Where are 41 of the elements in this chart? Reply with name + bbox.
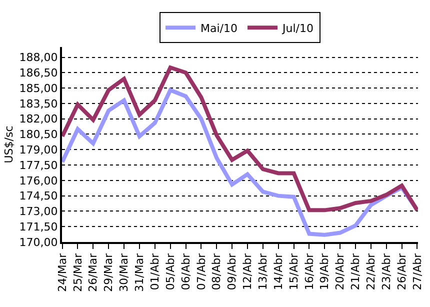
y-tick-label: 171,50 (19, 220, 58, 234)
y-tick-label: 180,50 (19, 128, 58, 142)
y-tick-label: 179,00 (19, 143, 58, 156)
y-tick-label: 177,50 (19, 158, 58, 172)
x-tick-label: 26/Mar (86, 252, 100, 292)
y-tick-label: 182,00 (19, 112, 58, 126)
x-tick-label: 01/Abr (148, 252, 162, 290)
x-tick-label: 29/Mar (102, 252, 116, 292)
x-tick-label: 15/Abr (287, 252, 300, 290)
y-tick-label: 186,50 (19, 66, 58, 80)
x-tick-label: 09/Abr (226, 252, 239, 290)
x-tick-label: 25/Mar (71, 252, 84, 292)
y-tick-label: 170,00 (19, 236, 58, 249)
x-tick-label: 12/Abr (241, 252, 254, 290)
x-tick-label: 22/Abr (364, 252, 378, 290)
x-tick-label: 13/Abr (256, 252, 270, 290)
y-tick-label: 173,00 (19, 205, 58, 218)
legend-label: Jul/10 (282, 22, 314, 35)
y-tick-label: 185,00 (19, 82, 58, 95)
x-tick-label: 30/Mar (118, 252, 131, 292)
x-tick-label: 27/Abr (410, 252, 424, 290)
x-tick-label: 20/Abr (334, 252, 347, 290)
x-tick-label: 08/Abr (210, 252, 224, 290)
x-tick-label: 07/Abr (194, 252, 208, 290)
x-tick-label: 14/Abr (272, 252, 285, 290)
x-tick-label: 26/Abr (395, 252, 408, 290)
line-series (62, 66, 418, 212)
x-tick-label: 23/Abr (380, 252, 393, 290)
y-tick-label: 183,50 (19, 97, 58, 110)
x-tick-label: 24/Mar (56, 252, 69, 292)
x-tick-label: 05/Abr (164, 252, 177, 290)
x-tick-label: 06/Abr (179, 252, 192, 290)
legend-label: Mai/10 (200, 22, 238, 35)
y-axis-title: US$/sc (2, 126, 16, 164)
x-tick-label: 21/Abr (349, 252, 362, 290)
x-tick-label: 19/Abr (318, 252, 332, 290)
y-tick-label: 174,50 (19, 190, 58, 203)
x-tick-label: 31/Mar (133, 252, 146, 292)
y-tick-label: 176,00 (19, 174, 58, 188)
y-tick-label: 188,00 (19, 51, 58, 64)
x-tick-label: 16/Abr (302, 252, 316, 290)
